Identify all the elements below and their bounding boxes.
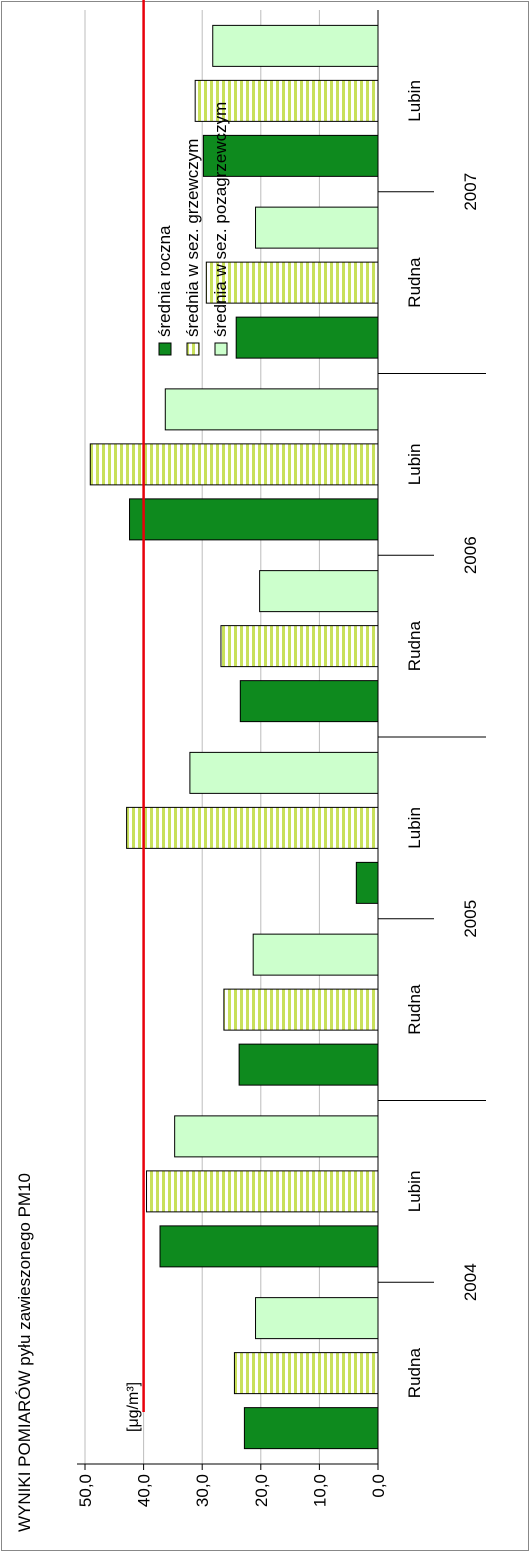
bar-3: [259, 570, 379, 613]
category-label: Lubin: [405, 444, 424, 486]
category-label: Lubin: [405, 1171, 424, 1213]
bar-1: [239, 680, 379, 723]
bar-3: [164, 388, 379, 431]
y-tick-label: 0,0: [369, 1474, 388, 1498]
axes: 0,0 10,0 20,0 30,0 40,0 50,0 Rudna Lubin Rudna Lu…: [76, 10, 486, 1507]
bar-3: [212, 24, 379, 67]
year-label: 2007: [461, 173, 480, 211]
category-label: Lubin: [405, 80, 424, 122]
year-label: 2006: [461, 536, 480, 574]
y-tick-label: 50,0: [76, 1474, 95, 1507]
bar-1: [243, 1407, 379, 1450]
bar-2: [220, 625, 379, 668]
bar-3: [252, 933, 379, 976]
bar-1: [129, 498, 379, 541]
year-label: 2005: [461, 900, 480, 938]
bar-1: [235, 316, 379, 359]
y-tick-label: 10,0: [310, 1474, 329, 1507]
category-label: Rudna: [405, 257, 424, 308]
category-label: Rudna: [405, 984, 424, 1035]
bar-2: [89, 443, 379, 486]
legend-label: średnia roczna: [155, 225, 174, 337]
bar-2: [223, 988, 379, 1031]
year-label: 2004: [461, 1263, 480, 1301]
legend: średnia roczna średnia w sez. grzewczym śr…: [155, 102, 230, 356]
legend-swatch: [214, 342, 228, 356]
bar-2: [233, 1352, 379, 1395]
bar-2: [146, 1170, 379, 1213]
legend-label: średnia w sez. pozagrzewczym: [211, 102, 230, 337]
category-label: Rudna: [405, 1348, 424, 1399]
bar-2: [126, 806, 379, 849]
y-tick-label: 40,0: [135, 1474, 154, 1507]
bar-2: [205, 261, 379, 304]
category-label: Rudna: [405, 621, 424, 672]
chart-title: WYNIKI POMIARÓW pyłu zawieszonego PM10: [15, 1173, 34, 1532]
bar-3: [174, 1115, 379, 1158]
y-tick-label: 20,0: [252, 1474, 271, 1507]
bar-1: [355, 861, 379, 904]
legend-swatch: [186, 342, 200, 356]
legend-label: średnia w sez. grzewczym: [183, 139, 202, 337]
plot-area: [89, 0, 379, 1450]
bar-1: [238, 1043, 379, 1086]
category-label: Lubin: [405, 807, 424, 849]
bar-3: [255, 1297, 379, 1340]
bar-3: [255, 206, 379, 249]
bar-1: [159, 1225, 379, 1268]
legend-swatch: [158, 342, 172, 356]
bar-3: [189, 751, 379, 794]
unit-label: [μg/m³]: [125, 1382, 142, 1432]
y-tick-label: 30,0: [193, 1474, 212, 1507]
gridlines: [84, 10, 320, 1464]
